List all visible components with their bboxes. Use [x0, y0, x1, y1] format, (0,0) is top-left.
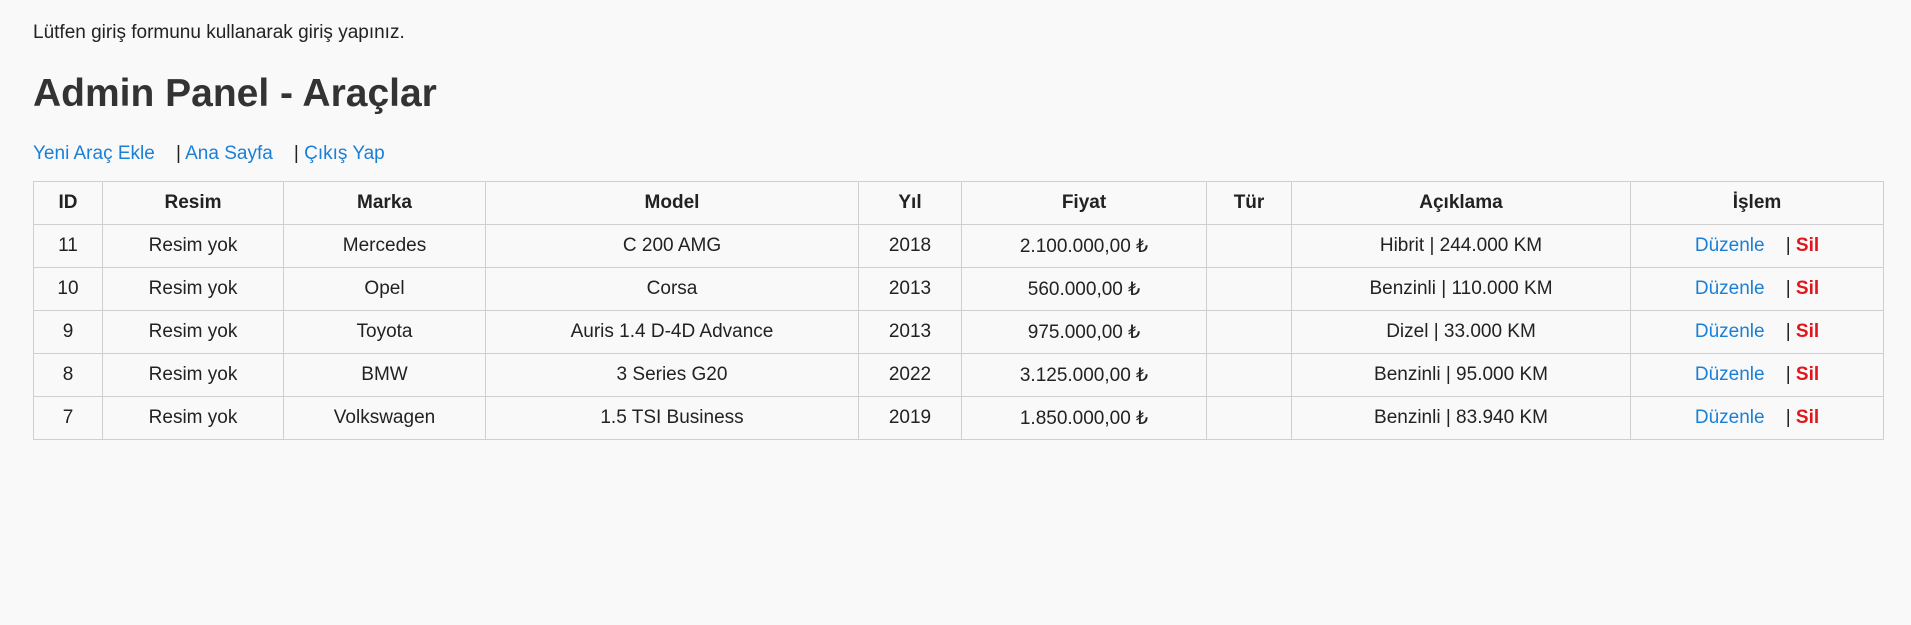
edit-link[interactable]: Düzenle — [1694, 235, 1765, 256]
vehicles-table: ID Resim Marka Model Yıl Fiyat Tür Açıkl… — [33, 181, 1884, 440]
table-row: 11 Resim yok Mercedes C 200 AMG 2018 2.1… — [33, 224, 1884, 268]
table-row: 7 Resim yok Volkswagen 1.5 TSI Business … — [33, 396, 1884, 440]
cell-type — [1206, 353, 1292, 397]
page: Lütfen giriş formunu kullanarak giriş ya… — [33, 22, 1884, 440]
logout-link[interactable]: Çıkış Yap — [304, 143, 385, 164]
cell-model: C 200 AMG — [485, 224, 859, 268]
cell-price: 3.125.000,00 ₺ — [961, 353, 1207, 397]
cell-description: Dizel | 33.000 KM — [1291, 310, 1631, 354]
cell-id: 10 — [33, 267, 103, 311]
cell-model: 1.5 TSI Business — [485, 396, 859, 440]
action-separator: | — [1785, 407, 1791, 428]
cell-image: Resim yok — [102, 267, 284, 311]
header-image: Resim — [102, 181, 284, 225]
cell-type — [1206, 310, 1292, 354]
action-separator: | — [1785, 278, 1791, 299]
cell-description: Benzinli | 83.940 KM — [1291, 396, 1631, 440]
cell-model: Corsa — [485, 267, 859, 311]
home-link[interactable]: Ana Sayfa — [185, 143, 273, 164]
action-separator: | — [1785, 235, 1791, 256]
table-row: 9 Resim yok Toyota Auris 1.4 D-4D Advanc… — [33, 310, 1884, 354]
cell-id: 9 — [33, 310, 103, 354]
cell-year: 2013 — [858, 267, 962, 311]
cell-brand: Toyota — [283, 310, 486, 354]
cell-actions: Düzenle | Sil — [1630, 224, 1884, 268]
cell-description: Benzinli | 95.000 KM — [1291, 353, 1631, 397]
cell-id: 11 — [33, 224, 103, 268]
cell-image: Resim yok — [102, 310, 284, 354]
page-title: Admin Panel - Araçlar — [33, 72, 437, 115]
cell-price: 560.000,00 ₺ — [961, 267, 1207, 311]
edit-link[interactable]: Düzenle — [1694, 278, 1765, 299]
nav-separator: | — [175, 143, 181, 164]
delete-link[interactable]: Sil — [1795, 235, 1820, 256]
cell-actions: Düzenle | Sil — [1630, 267, 1884, 311]
cell-actions: Düzenle | Sil — [1630, 310, 1884, 354]
cell-image: Resim yok — [102, 224, 284, 268]
cell-actions: Düzenle | Sil — [1630, 396, 1884, 440]
cell-price: 1.850.000,00 ₺ — [961, 396, 1207, 440]
nav-links: Yeni Araç Ekle | Ana Sayfa | Çıkış Yap — [33, 142, 1878, 166]
delete-link[interactable]: Sil — [1795, 364, 1820, 385]
add-vehicle-link[interactable]: Yeni Araç Ekle — [33, 143, 155, 164]
header-description: Açıklama — [1291, 181, 1631, 225]
cell-description: Hibrit | 244.000 KM — [1291, 224, 1631, 268]
edit-link[interactable]: Düzenle — [1694, 364, 1765, 385]
cell-year: 2018 — [858, 224, 962, 268]
header-price: Fiyat — [961, 181, 1207, 225]
action-separator: | — [1785, 364, 1791, 385]
cell-actions: Düzenle | Sil — [1630, 353, 1884, 397]
edit-link[interactable]: Düzenle — [1694, 407, 1765, 428]
header-model: Model — [485, 181, 859, 225]
header-action: İşlem — [1630, 181, 1884, 225]
cell-year: 2013 — [858, 310, 962, 354]
header-year: Yıl — [858, 181, 962, 225]
table-row: 8 Resim yok BMW 3 Series G20 2022 3.125.… — [33, 353, 1884, 397]
cell-brand: BMW — [283, 353, 486, 397]
cell-model: Auris 1.4 D-4D Advance — [485, 310, 859, 354]
header-type: Tür — [1206, 181, 1292, 225]
edit-link[interactable]: Düzenle — [1694, 321, 1765, 342]
cell-brand: Opel — [283, 267, 486, 311]
cell-year: 2022 — [858, 353, 962, 397]
delete-link[interactable]: Sil — [1795, 321, 1820, 342]
header-brand: Marka — [283, 181, 486, 225]
cell-price: 975.000,00 ₺ — [961, 310, 1207, 354]
header-id: ID — [33, 181, 103, 225]
cell-id: 7 — [33, 396, 103, 440]
cell-year: 2019 — [858, 396, 962, 440]
cell-id: 8 — [33, 353, 103, 397]
cell-brand: Mercedes — [283, 224, 486, 268]
cell-type — [1206, 396, 1292, 440]
delete-link[interactable]: Sil — [1795, 278, 1820, 299]
login-notice: Lütfen giriş formunu kullanarak giriş ya… — [33, 22, 405, 43]
table-row: 10 Resim yok Opel Corsa 2013 560.000,00 … — [33, 267, 1884, 311]
cell-brand: Volkswagen — [283, 396, 486, 440]
cell-model: 3 Series G20 — [485, 353, 859, 397]
cell-type — [1206, 267, 1292, 311]
action-separator: | — [1785, 321, 1791, 342]
nav-separator: | — [293, 143, 299, 164]
cell-price: 2.100.000,00 ₺ — [961, 224, 1207, 268]
table-header-row: ID Resim Marka Model Yıl Fiyat Tür Açıkl… — [33, 181, 1884, 225]
cell-image: Resim yok — [102, 396, 284, 440]
cell-description: Benzinli | 110.000 KM — [1291, 267, 1631, 311]
cell-type — [1206, 224, 1292, 268]
cell-image: Resim yok — [102, 353, 284, 397]
delete-link[interactable]: Sil — [1795, 407, 1820, 428]
